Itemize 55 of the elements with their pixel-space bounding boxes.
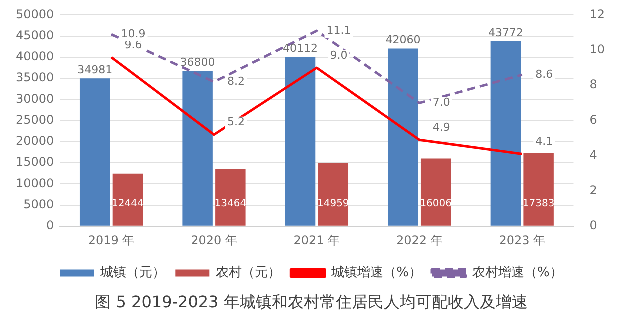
bar bbox=[318, 163, 349, 226]
data-label: 14959 bbox=[317, 198, 350, 210]
y-tick-label: 30000 bbox=[16, 92, 54, 106]
data-label: 10.9 bbox=[121, 27, 146, 40]
legend-label: 农村（元） bbox=[216, 266, 282, 281]
data-label: 8.6 bbox=[536, 68, 554, 81]
y-tick-label: 0 bbox=[46, 218, 54, 233]
data-label: 16006 bbox=[420, 198, 452, 210]
y-tick-label: 25000 bbox=[16, 112, 54, 127]
bar bbox=[80, 78, 110, 226]
data-label: 34981 bbox=[78, 64, 113, 76]
data-label: 7.0 bbox=[432, 96, 450, 110]
y-tick-label: 15000 bbox=[16, 155, 54, 170]
data-label: 17383 bbox=[522, 198, 555, 210]
y-tick-label: 50000 bbox=[16, 7, 54, 22]
data-label: 13464 bbox=[214, 198, 247, 210]
legend-label: 城镇（元） bbox=[100, 266, 166, 281]
data-label: 4.1 bbox=[536, 135, 554, 148]
data-label: 5.2 bbox=[227, 116, 245, 129]
bar bbox=[420, 158, 452, 226]
y2-tick-label: 2 bbox=[590, 183, 598, 198]
data-label: 43772 bbox=[488, 26, 524, 40]
y2-tick-label: 4 bbox=[590, 148, 598, 162]
bar bbox=[285, 56, 316, 226]
x-tick-label: 2023 年 bbox=[499, 234, 546, 248]
x-tick-label: 2019 年 bbox=[88, 234, 135, 248]
data-label: 8.2 bbox=[227, 74, 245, 88]
bar bbox=[182, 70, 213, 226]
y2-tick-label: 0 bbox=[590, 218, 598, 233]
y-tick-label: 45000 bbox=[16, 28, 54, 42]
bar bbox=[388, 48, 418, 226]
bar bbox=[490, 42, 522, 226]
y-tick-label: 20000 bbox=[16, 134, 54, 148]
y2-tick-label: 10 bbox=[590, 42, 606, 57]
y2-tick-label: 8 bbox=[590, 78, 598, 92]
data-label: 11.1 bbox=[326, 24, 352, 37]
y-tick-label: 10000 bbox=[16, 176, 54, 190]
text: 图 5 2019-2023 年城镇和农村常住居民人均可配收入及增速 bbox=[95, 292, 528, 312]
x-tick-label: 2020 年 bbox=[191, 234, 238, 248]
data-label: 4.9 bbox=[432, 121, 450, 134]
y-tick-label: 40000 bbox=[16, 50, 54, 64]
bar bbox=[216, 170, 246, 226]
y-tick-label: 35000 bbox=[16, 70, 54, 85]
data-label: 40112 bbox=[283, 42, 318, 55]
data-label: 42060 bbox=[386, 34, 421, 47]
legend-label: 农村增速（%） bbox=[472, 266, 563, 281]
data-label: 36800 bbox=[180, 56, 216, 69]
y-tick-label: 5000 bbox=[24, 197, 54, 212]
data-label: 9.0 bbox=[330, 48, 348, 62]
legend-label: 城镇增速（%） bbox=[330, 266, 422, 281]
x-tick-label: 2022 年 bbox=[396, 234, 443, 248]
y2-tick-label: 12 bbox=[590, 7, 606, 22]
y2-tick-label: 6 bbox=[590, 112, 598, 127]
bar bbox=[524, 152, 554, 226]
x-tick-label: 2021 年 bbox=[294, 234, 340, 248]
